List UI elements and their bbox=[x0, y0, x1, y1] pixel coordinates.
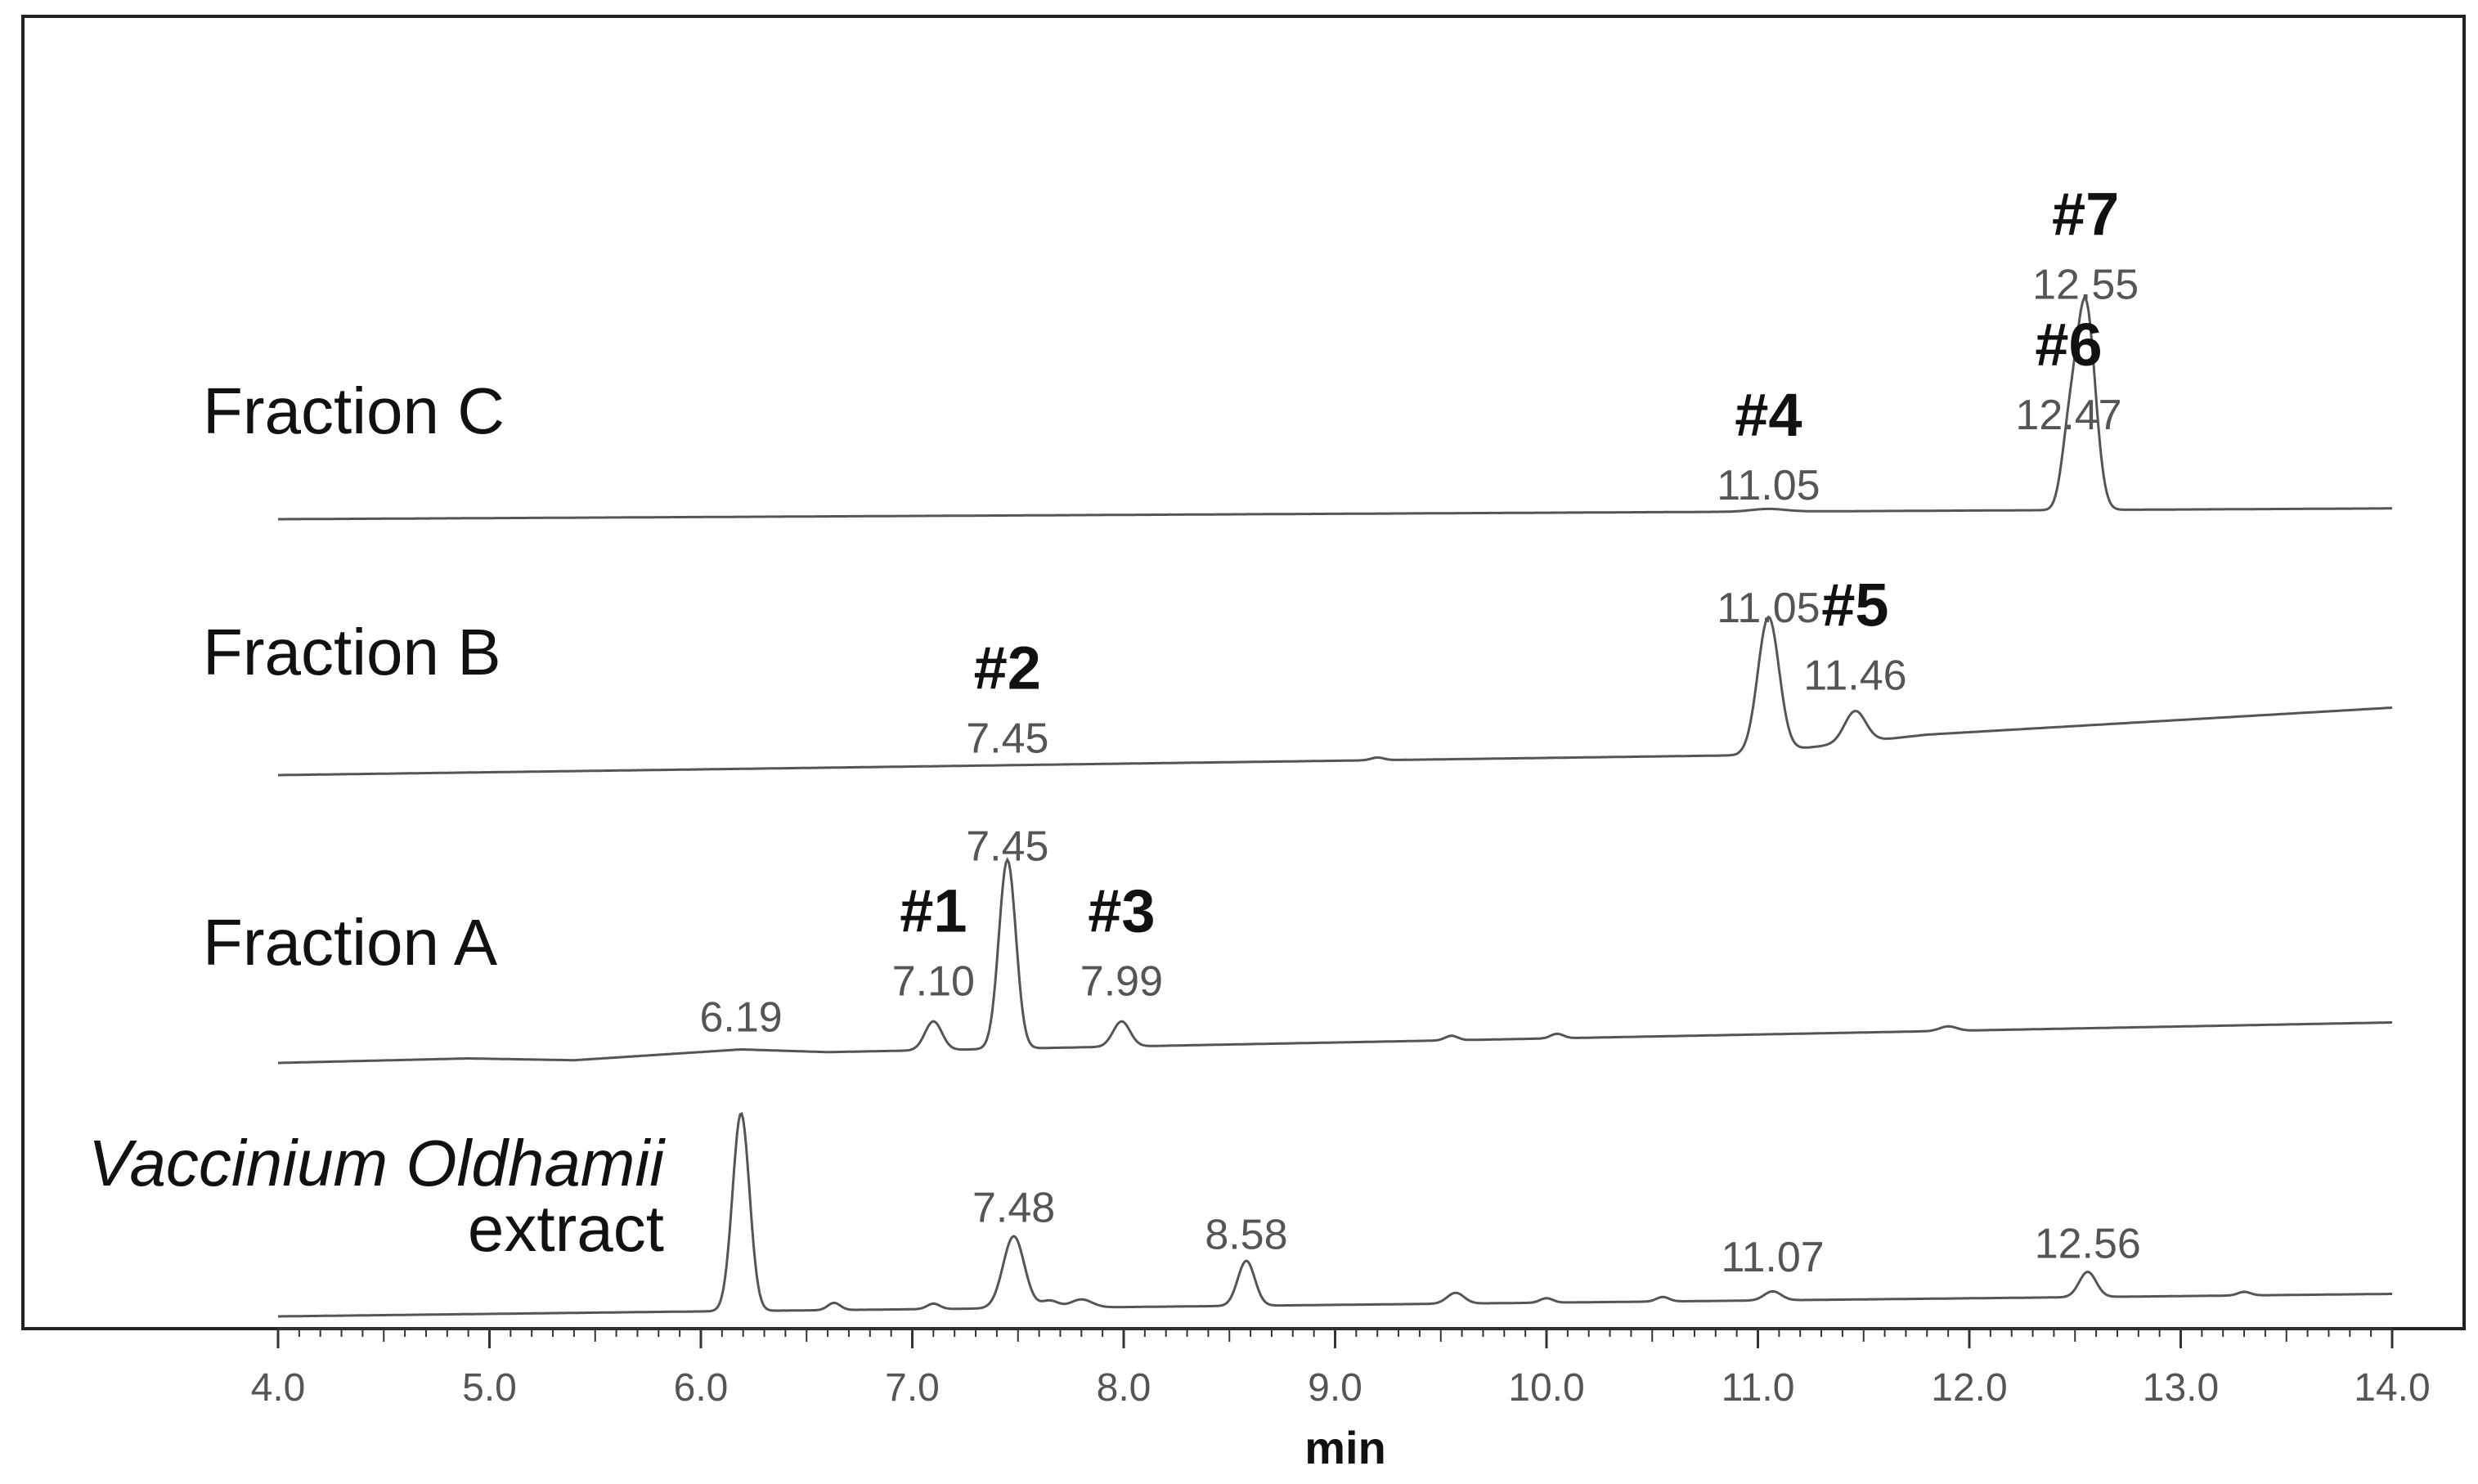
x-tick-label-5: 9.0 bbox=[1308, 1366, 1362, 1410]
peak-rt-label-2-3: 7.99 bbox=[1080, 958, 1163, 1006]
peak-rt-label-2-0: 6.19 bbox=[700, 994, 783, 1042]
peak-id-label-0-1: #6 bbox=[2035, 311, 2102, 379]
peak-rt-label-3-1: 8.58 bbox=[1205, 1212, 1287, 1259]
traces-group bbox=[278, 297, 2393, 1318]
peak-id-label-2-1: #1 bbox=[900, 877, 967, 945]
labels-group: Fraction C 11.05 #4 12.47 #612.55 #7 Fraction … bbox=[88, 181, 2141, 1282]
x-tick-label-7: 11.0 bbox=[1722, 1366, 1795, 1410]
peak-rt-label-3-3: 12.56 bbox=[2035, 1221, 2141, 1268]
x-tick-label-9: 13.0 bbox=[2143, 1366, 2219, 1410]
x-tick-label-8: 12.0 bbox=[1931, 1366, 2007, 1410]
x-axis-title: min bbox=[1304, 1422, 1386, 1473]
trace-label-1-0: Fraction B bbox=[203, 616, 501, 688]
x-tick-label-1: 5.0 bbox=[462, 1366, 517, 1410]
trace-line-1 bbox=[278, 615, 2393, 777]
x-tick-label-10: 14.0 bbox=[2354, 1366, 2430, 1410]
trace-label-0-0: Fraction C bbox=[203, 374, 505, 447]
peak-rt-label-3-0: 7.48 bbox=[972, 1185, 1055, 1232]
x-tick-label-4: 8.0 bbox=[1097, 1366, 1151, 1410]
trace-line-3 bbox=[278, 1112, 2392, 1318]
peak-id-label-0-2: #7 bbox=[2052, 181, 2119, 249]
peak-rt-label-0-2: 12.55 bbox=[2032, 262, 2139, 309]
peak-rt-label-0-0: 11.05 bbox=[1717, 462, 1820, 509]
peak-rt-label-3-2: 11.07 bbox=[1721, 1234, 1824, 1281]
peak-rt-label-0-1: 12.47 bbox=[2015, 392, 2121, 439]
peak-rt-label-2-1: 7.10 bbox=[892, 958, 975, 1006]
trace-line-2 bbox=[278, 857, 2392, 1065]
peak-id-label-2-3: #3 bbox=[1088, 877, 1155, 945]
peak-id-label-1-2: #2 bbox=[974, 634, 1041, 702]
trace-label-3-0: Vaccinium Oldhamii bbox=[88, 1127, 666, 1199]
trace-label-2-0: Fraction A bbox=[203, 906, 498, 979]
peak-rt-label-2-2: 7.45 bbox=[966, 823, 1048, 871]
peak-rt-label-1-0: 11.05 bbox=[1717, 585, 1820, 632]
x-tick-label-0: 4.0 bbox=[251, 1366, 306, 1410]
peak-rt-label-1-1: 11.46 bbox=[1803, 652, 1906, 700]
x-tick-label-2: 6.0 bbox=[674, 1366, 729, 1410]
x-ticks-group: 4.0 5.0 6.0 7.0 8.0 9.0 10.0 11.0 12.0 13.0 14.0 bbox=[251, 1329, 2431, 1410]
peak-rt-label-1-2: 7.45 bbox=[966, 715, 1048, 763]
trace-line-0 bbox=[278, 297, 2392, 521]
trace-label-3-1: extract bbox=[468, 1192, 664, 1265]
x-tick-label-3: 7.0 bbox=[885, 1366, 940, 1410]
x-tick-label-6: 10.0 bbox=[1508, 1366, 1584, 1410]
peak-id-label-1-1: #5 bbox=[1821, 572, 1888, 639]
peak-id-label-0-0: #4 bbox=[1735, 381, 1802, 449]
